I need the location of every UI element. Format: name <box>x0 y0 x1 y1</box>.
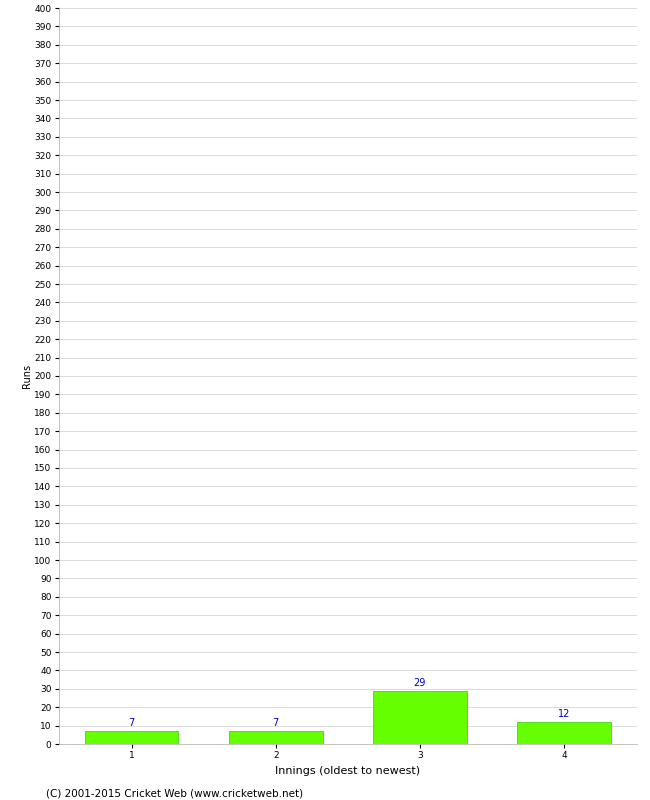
Text: 7: 7 <box>272 718 279 728</box>
Bar <box>517 722 611 744</box>
Text: 29: 29 <box>413 678 426 688</box>
Text: 12: 12 <box>558 709 570 719</box>
X-axis label: Innings (oldest to newest): Innings (oldest to newest) <box>275 766 421 775</box>
Y-axis label: Runs: Runs <box>21 364 32 388</box>
Text: 7: 7 <box>129 718 135 728</box>
Bar <box>229 731 322 744</box>
Text: (C) 2001-2015 Cricket Web (www.cricketweb.net): (C) 2001-2015 Cricket Web (www.cricketwe… <box>46 788 303 798</box>
Bar <box>373 690 467 744</box>
Bar <box>84 731 179 744</box>
